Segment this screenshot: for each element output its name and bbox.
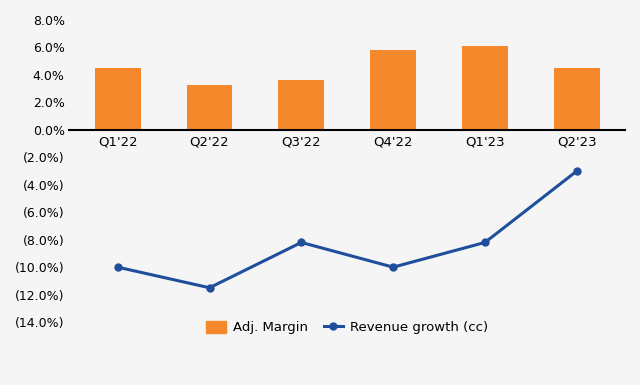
Bar <box>278 80 324 130</box>
Bar <box>370 50 416 130</box>
Bar <box>95 68 141 130</box>
Bar <box>186 85 232 130</box>
Bar <box>554 68 600 130</box>
Legend: Adj. Margin, Revenue growth (cc): Adj. Margin, Revenue growth (cc) <box>201 316 493 340</box>
Bar <box>462 46 508 130</box>
